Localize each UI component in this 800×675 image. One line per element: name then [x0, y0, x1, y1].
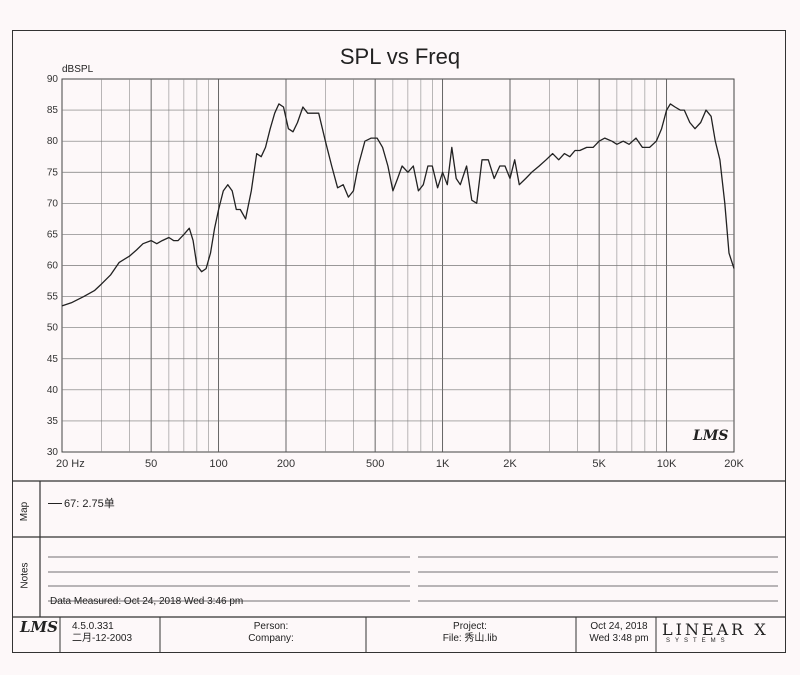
project-info: Project: File: 秀山.lib: [420, 621, 520, 645]
version-info: 4.5.0.331 二月-12-2003: [72, 621, 132, 645]
data-measured-text: Data Measured: Oct 24, 2018 Wed 3:46 pm: [50, 596, 244, 607]
linearx-subtitle: SYSTEMS: [666, 638, 730, 644]
file-label: File: 秀山.lib: [442, 633, 498, 644]
notes-section-label: Notes: [19, 562, 31, 589]
x-tick-label: 20K: [724, 458, 744, 470]
x-tick-label: 500: [366, 458, 384, 470]
x-tick-label: 100: [209, 458, 227, 470]
x-tick-label: 2K: [503, 458, 517, 470]
linearx-logo: LINEAR X: [662, 620, 769, 639]
y-tick-label: 40: [47, 385, 59, 396]
section-dividers: [12, 480, 786, 653]
project-label: Project:: [453, 621, 487, 632]
legend-entry: 67: 2.75单: [64, 498, 115, 510]
y-tick-label: 85: [47, 105, 59, 116]
y-tick-label: 65: [47, 229, 59, 240]
chart-annotation: LMS: [693, 428, 729, 444]
legend-swatch: [48, 502, 62, 504]
chart-frame: [12, 30, 786, 653]
person-label: Person:: [253, 621, 289, 632]
software-version: 4.5.0.331: [72, 621, 114, 632]
y-tick-label: 80: [47, 136, 59, 147]
print-date-label: Oct 24, 2018: [590, 621, 648, 632]
x-tick-label: 200: [277, 458, 295, 470]
company-label: Company:: [248, 633, 294, 644]
x-tick-label: 50: [145, 458, 157, 470]
x-tick-label: 5K: [592, 458, 606, 470]
y-tick-label: 60: [47, 261, 59, 272]
chart-grid: [61, 78, 735, 453]
y-tick-label: 55: [47, 292, 59, 303]
version-date: 二月-12-2003: [72, 633, 133, 644]
y-tick-label: 35: [47, 416, 59, 427]
print-date: Oct 24, 2018 Wed 3:48 pm: [586, 621, 652, 645]
x-tick-label: 20 Hz: [56, 458, 85, 470]
person-info: Person: Company:: [246, 621, 296, 645]
chart-title: SPL vs Freq: [339, 44, 461, 69]
y-axis-unit: dBSPL: [62, 64, 94, 75]
y-tick-label: 50: [47, 323, 59, 334]
y-tick-label: 45: [47, 354, 59, 365]
y-tick-label: 90: [47, 74, 59, 85]
tick-labels: 30 35 40 45 50 55 60 65 70 75 80 85 90 20 Hz 50 100 200 5…: [47, 74, 745, 470]
lms-logo: LMS: [20, 618, 58, 636]
x-tick-label: 10K: [657, 458, 677, 470]
series-layer: [61, 103, 735, 307]
spl-curve-line: [61, 103, 735, 307]
map-section-label: Map: [19, 501, 31, 522]
x-tick-label: 1K: [436, 458, 450, 470]
legend: 67: 2.75单: [48, 495, 115, 511]
y-tick-label: 75: [47, 167, 59, 178]
y-tick-label: 30: [47, 447, 59, 458]
print-time-label: Wed 3:48 pm: [589, 633, 649, 644]
y-tick-label: 70: [47, 198, 59, 209]
